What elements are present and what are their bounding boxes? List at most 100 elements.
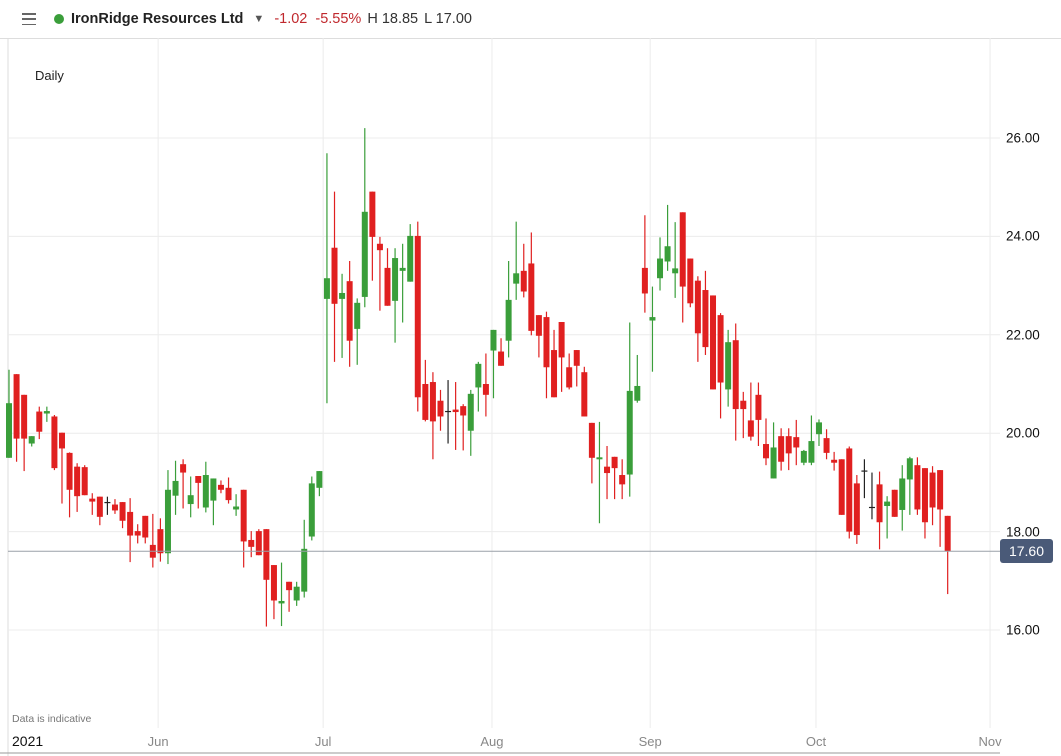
candle-body <box>217 484 224 490</box>
candle-body <box>717 315 724 383</box>
candle-body <box>573 350 580 366</box>
candle-body <box>687 258 694 304</box>
candle-body <box>929 472 936 508</box>
caret-down-icon[interactable]: ▼ <box>253 13 265 25</box>
candle-body <box>710 295 717 390</box>
candle-body <box>81 467 88 496</box>
candle-body <box>240 489 247 542</box>
candle-body <box>392 258 399 301</box>
candle-body <box>853 483 860 536</box>
candle-body <box>339 292 346 299</box>
candle-body <box>475 363 482 388</box>
candle-body <box>725 342 732 390</box>
candle-body <box>248 539 255 547</box>
candle-body <box>467 393 474 431</box>
candle-body <box>399 267 406 271</box>
x-tick-label: Jun <box>147 734 169 749</box>
candle-body <box>43 411 50 414</box>
y-tick-label: 22.00 <box>1006 327 1040 343</box>
candle-body <box>740 400 747 410</box>
price-change: -1.02 <box>274 11 308 27</box>
candle-body <box>815 422 822 435</box>
candle-body <box>778 436 785 462</box>
candle-body <box>187 495 194 505</box>
candle-body <box>490 329 497 351</box>
candle-body <box>452 409 459 413</box>
x-tick-label: Aug <box>480 734 504 749</box>
candle-body <box>793 437 800 448</box>
hamburger-menu-icon[interactable] <box>22 13 36 25</box>
candle-body <box>308 483 315 537</box>
candle-body <box>528 263 535 331</box>
candle-body <box>361 211 368 297</box>
candle-body <box>407 235 414 282</box>
day-low: L 17.00 <box>424 11 472 27</box>
candle-body <box>376 243 383 251</box>
candle-body <box>876 484 883 523</box>
candle-body <box>293 586 300 601</box>
candle-body <box>581 372 588 417</box>
x-tick-label: Jul <box>314 734 332 749</box>
candle-body <box>747 420 754 437</box>
candle-body <box>278 600 285 604</box>
candle-body <box>543 317 550 368</box>
y-tick-label: 18.00 <box>1006 524 1040 540</box>
candle-body <box>558 322 565 358</box>
interval-label: Daily <box>35 68 64 83</box>
candle-body <box>89 498 96 502</box>
instrument-title[interactable]: IronRidge Resources Ltd <box>71 11 244 27</box>
candle-body <box>437 400 444 417</box>
candle-body <box>263 529 270 580</box>
candle-body <box>944 515 951 552</box>
candle-body <box>596 457 603 460</box>
candle-body <box>641 267 648 294</box>
candle-body <box>831 459 838 463</box>
candle-body <box>588 422 595 458</box>
candle-body <box>626 390 633 475</box>
x-tick-label: Oct <box>805 734 827 749</box>
y-tick-label: 26.00 <box>1006 130 1040 146</box>
candle-body <box>808 441 815 463</box>
candle-body <box>96 496 103 517</box>
candle-body <box>566 367 573 388</box>
candle-body <box>316 471 323 488</box>
candle-body <box>664 246 671 262</box>
year-label: 2021 <box>12 733 44 749</box>
candle-body <box>838 459 845 515</box>
disclaimer: Data is indicative <box>12 713 92 725</box>
candle-body <box>498 351 505 366</box>
candle-body <box>513 273 520 284</box>
candle-body <box>180 464 187 473</box>
candle-body <box>21 394 28 439</box>
candle-body <box>891 489 898 517</box>
market-status-dot <box>54 14 64 24</box>
candle-body <box>921 468 928 523</box>
candle-body <box>634 385 641 401</box>
candle-body <box>763 444 769 459</box>
candle-body <box>323 278 330 299</box>
candle-body <box>414 235 421 398</box>
candle-body <box>111 504 118 511</box>
candle-body <box>906 458 913 480</box>
candle-body <box>119 502 126 521</box>
candle-body <box>899 478 906 510</box>
y-tick-label: 20.00 <box>1006 425 1040 441</box>
candle-body <box>346 281 353 341</box>
candle-body <box>255 531 262 556</box>
candle-body <box>369 191 376 237</box>
candle-body <box>58 432 65 449</box>
candle-body <box>36 411 43 432</box>
candle-body <box>460 406 467 416</box>
candle-body <box>702 290 709 348</box>
candle-body <box>694 280 701 334</box>
candle-body <box>505 299 512 341</box>
y-tick-label: 24.00 <box>1006 228 1040 244</box>
candle-body <box>611 456 618 469</box>
candle-body <box>884 501 891 507</box>
candle-body <box>672 268 679 274</box>
price-change-percent: -5.55% <box>315 11 362 27</box>
candle-body <box>233 506 240 510</box>
candle-body <box>755 394 762 420</box>
candle-body <box>800 450 807 463</box>
